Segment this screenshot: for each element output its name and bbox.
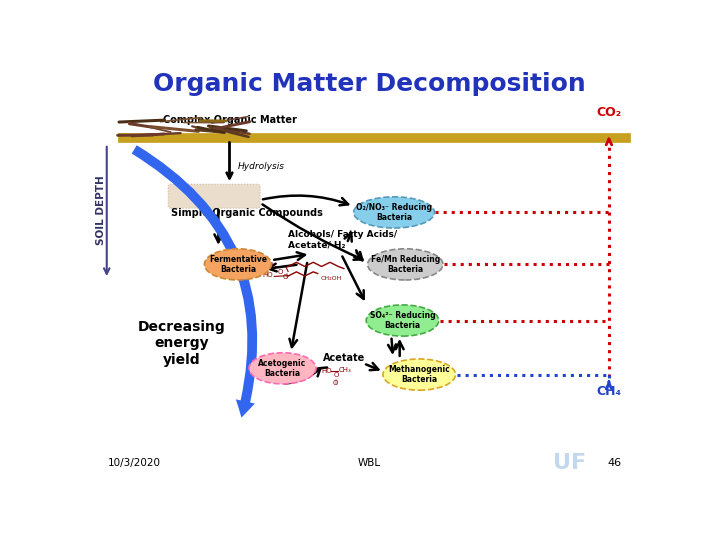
FancyBboxPatch shape xyxy=(168,184,260,208)
Text: CH₂OH: CH₂OH xyxy=(321,276,343,281)
Ellipse shape xyxy=(383,359,456,390)
Text: Fermentative
Bacteria: Fermentative Bacteria xyxy=(209,255,267,274)
Text: Acetate: Acetate xyxy=(323,353,365,363)
Ellipse shape xyxy=(204,249,271,280)
Text: |: | xyxy=(285,272,287,278)
Text: HO: HO xyxy=(262,272,273,278)
Text: Methanogenic
Bacteria: Methanogenic Bacteria xyxy=(388,365,450,384)
Text: O: O xyxy=(334,373,339,379)
Text: Alcohols/ Fatty Acids/
Acetate/ H₂: Alcohols/ Fatty Acids/ Acetate/ H₂ xyxy=(288,230,397,249)
FancyArrowPatch shape xyxy=(132,145,257,417)
Text: HO: HO xyxy=(322,368,332,374)
Text: Organic Matter Decomposition: Organic Matter Decomposition xyxy=(153,71,585,96)
Text: 10/3/2020: 10/3/2020 xyxy=(108,458,161,468)
Text: O: O xyxy=(277,269,283,275)
Text: Acetogenic
Bacteria: Acetogenic Bacteria xyxy=(258,359,307,378)
Text: CO₂: CO₂ xyxy=(596,106,621,119)
Text: Hydrolysis: Hydrolysis xyxy=(238,162,285,171)
Text: Decreasing
energy
yield: Decreasing energy yield xyxy=(138,320,225,367)
Ellipse shape xyxy=(354,197,435,228)
Text: 46: 46 xyxy=(608,458,621,468)
Ellipse shape xyxy=(368,249,443,280)
Text: SOIL DEPTH: SOIL DEPTH xyxy=(96,176,106,245)
Text: O: O xyxy=(283,274,289,280)
Text: |: | xyxy=(334,378,336,383)
Text: O: O xyxy=(332,380,338,387)
Ellipse shape xyxy=(249,353,316,384)
Text: WBL: WBL xyxy=(357,458,381,468)
Text: Simple Organic Compounds: Simple Organic Compounds xyxy=(171,208,323,218)
Text: CH₄: CH₄ xyxy=(596,384,621,397)
Text: HO: HO xyxy=(264,262,274,268)
Text: Fe/Mn Reducing
Bacteria: Fe/Mn Reducing Bacteria xyxy=(371,255,440,274)
Text: Complex Organic Matter: Complex Organic Matter xyxy=(163,115,297,125)
Text: SO₄²⁻ Reducing
Bacteria: SO₄²⁻ Reducing Bacteria xyxy=(369,311,436,330)
Text: UF: UF xyxy=(553,453,587,473)
Ellipse shape xyxy=(366,305,438,336)
Text: O₂/NO₃⁻ Reducing
Bacteria: O₂/NO₃⁻ Reducing Bacteria xyxy=(356,202,432,222)
Text: CH₃: CH₃ xyxy=(338,368,351,374)
